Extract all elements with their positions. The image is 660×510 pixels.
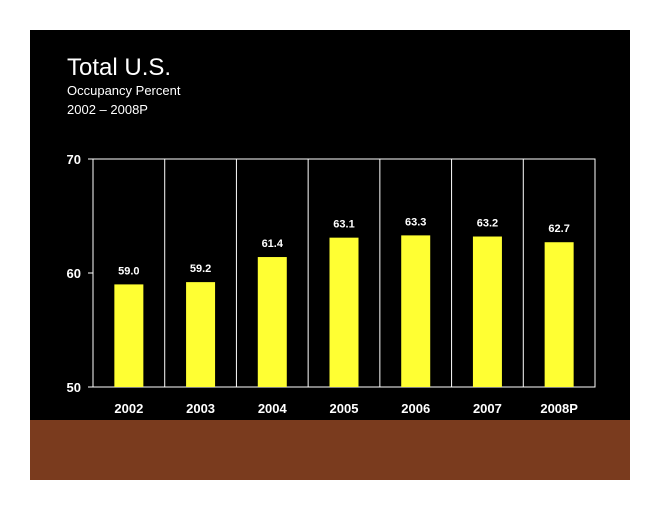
x-tick-label-2006: 2006 — [401, 401, 430, 416]
chart-title: Total U.S. — [67, 54, 172, 81]
data-label-2008P: 62.7 — [548, 223, 569, 235]
y-tick-label: 70 — [67, 152, 81, 167]
chart-subtitle: Occupancy Percent — [67, 83, 181, 98]
x-tick-label-2005: 2005 — [330, 401, 359, 416]
bar-2005 — [329, 237, 359, 387]
bar-2007 — [472, 236, 502, 387]
bottom-band — [30, 420, 630, 480]
x-tick-label-2008P: 2008P — [540, 401, 578, 416]
bar-2008P — [544, 242, 574, 387]
bar-2004 — [257, 257, 287, 387]
bar-2002 — [114, 284, 144, 387]
data-label-2005: 63.1 — [333, 219, 354, 231]
y-tick-label: 60 — [67, 266, 81, 281]
bar-2003 — [186, 282, 216, 387]
bar-2006 — [401, 235, 431, 387]
x-tick-label-2003: 2003 — [186, 401, 215, 416]
x-tick-label-2004: 2004 — [258, 401, 288, 416]
y-tick-label: 50 — [67, 380, 81, 395]
data-label-2002: 59.0 — [118, 265, 139, 277]
chart-period: 2002 – 2008P — [67, 102, 148, 117]
data-label-2003: 59.2 — [190, 263, 211, 275]
data-label-2007: 63.2 — [477, 218, 498, 230]
data-label-2004: 61.4 — [262, 238, 284, 250]
x-tick-label-2002: 2002 — [114, 401, 143, 416]
x-tick-label-2007: 2007 — [473, 401, 502, 416]
data-label-2006: 63.3 — [405, 216, 426, 228]
